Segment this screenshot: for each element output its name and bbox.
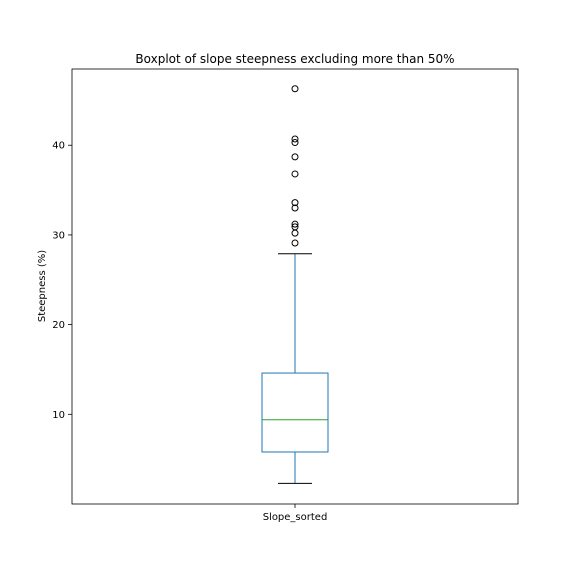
y-tick-label: 40: [52, 141, 65, 152]
plot-area: [261, 85, 329, 484]
y-tick-label: 20: [52, 320, 65, 331]
outlier-point: [291, 220, 299, 228]
outlier-point: [291, 239, 299, 247]
outlier-point: [291, 85, 299, 93]
outlier-point: [291, 204, 299, 212]
y-tick-label: 10: [52, 410, 65, 421]
outlier-point: [291, 153, 299, 161]
iqr-box: [261, 372, 329, 453]
outlier-point: [291, 223, 299, 231]
outlier-point: [291, 135, 299, 143]
outlier-point: [291, 170, 299, 178]
y-tick-label: 30: [52, 230, 65, 241]
y-axis: 10 20 30 40: [52, 141, 72, 421]
x-tick-label: Slope_sorted: [263, 512, 328, 523]
chart-title: Boxplot of slope steepness excluding mor…: [135, 52, 454, 66]
x-axis: Slope_sorted: [263, 504, 328, 523]
outlier-point: [291, 139, 299, 147]
outlier-point: [291, 199, 299, 207]
y-axis-label: Steepness (%): [37, 250, 48, 322]
